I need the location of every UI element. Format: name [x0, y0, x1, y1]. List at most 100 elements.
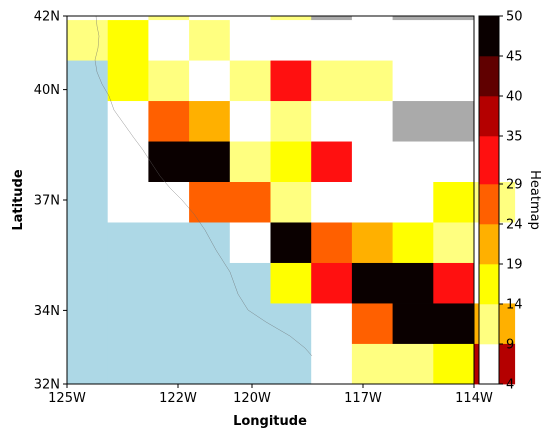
colorbar-segment	[479, 184, 499, 225]
heatmap-cell	[433, 181, 475, 223]
heatmap-cell	[270, 16, 312, 21]
heatmap-cell	[270, 60, 312, 102]
heatmap-cell	[270, 100, 312, 142]
heatmap-cell	[351, 141, 393, 182]
x-tick-label: 120W	[233, 391, 271, 406]
heatmap-cell	[351, 303, 393, 344]
heatmap-cell	[433, 16, 475, 21]
heatmap-cell	[67, 343, 109, 385]
y-axis-ticks: 32N 34N 37N 40N 42N	[34, 10, 67, 393]
heatmap-cell	[229, 262, 271, 304]
heatmap-cell	[351, 19, 393, 61]
colorbar-tick-label: 35	[506, 130, 523, 145]
heatmap-cell	[148, 262, 190, 304]
heatmap-cell	[148, 100, 190, 142]
heatmap-cell	[148, 60, 190, 102]
heatmap-cell	[67, 222, 109, 263]
heatmap-cell	[148, 16, 190, 21]
heatmap-cell	[229, 100, 271, 142]
heatmap-cell	[311, 303, 353, 344]
x-tick-label: 117W	[344, 391, 382, 406]
heatmap-cell	[433, 60, 475, 102]
heatmap-cell	[229, 19, 271, 61]
heatmap-cell	[189, 343, 231, 385]
heatmap-cell	[67, 181, 109, 223]
heatmap-cell	[433, 141, 475, 182]
y-tick-label: 37N	[34, 194, 60, 209]
colorbar-segment	[479, 304, 499, 345]
heatmap-cell	[189, 100, 231, 142]
heatmap-cells	[67, 16, 516, 385]
heatmap-cell	[433, 222, 475, 263]
colorbar-tick-label: 29	[506, 178, 523, 193]
heatmap-cell	[148, 222, 190, 263]
heatmap-cell	[107, 222, 149, 263]
heatmap-cell	[148, 141, 190, 182]
heatmap-cell	[311, 141, 353, 182]
colorbar-tick-label: 9	[506, 338, 514, 353]
heatmap-cell	[270, 303, 312, 344]
heatmap-cell	[148, 181, 190, 223]
heatmap-cell	[311, 262, 353, 304]
colorbar-tick-label: 40	[506, 90, 523, 105]
heatmap-cell	[351, 60, 393, 102]
heatmap-cell	[67, 19, 109, 61]
heatmap-cell	[189, 222, 231, 263]
heatmap-cell	[311, 16, 353, 21]
heatmap-cell	[433, 100, 475, 142]
y-tick-label: 34N	[34, 304, 60, 319]
heatmap-cell	[189, 262, 231, 304]
x-tick-label: 114W	[455, 391, 493, 406]
heatmap-cell	[392, 181, 434, 223]
heatmap-cell	[107, 141, 149, 182]
colorbar-label: Heatmap	[527, 170, 542, 230]
heatmap-cell	[433, 262, 475, 304]
x-tick-label: 125W	[48, 391, 86, 406]
heatmap-cell	[67, 16, 109, 21]
heatmap-cell	[107, 262, 149, 304]
colorbar-tick-label: 19	[506, 258, 523, 273]
heatmap-cell	[270, 343, 312, 385]
heatmap-cell	[229, 16, 271, 21]
heatmap-cell	[107, 303, 149, 344]
heatmap-cell	[311, 19, 353, 61]
heatmap-cell	[351, 343, 393, 385]
heatmap-cell	[433, 303, 475, 344]
heatmap-cell	[189, 19, 231, 61]
heatmap-cell	[392, 100, 434, 142]
heatmap-cell	[229, 60, 271, 102]
colorbar-segment	[479, 264, 499, 305]
heatmap-cell	[107, 100, 149, 142]
heatmap-cell	[270, 141, 312, 182]
heatmap-cell	[433, 19, 475, 61]
y-axis-label: Latitude	[11, 169, 26, 231]
heatmap-cell	[311, 343, 353, 385]
heatmap-cell	[189, 60, 231, 102]
heatmap-cell	[189, 16, 231, 21]
colorbar-segment	[479, 56, 499, 97]
y-tick-label: 42N	[34, 10, 60, 25]
heatmap-cell	[67, 141, 109, 182]
colorbar-segment	[479, 344, 499, 385]
heatmap-cell	[148, 303, 190, 344]
heatmap-cell	[311, 60, 353, 102]
colorbar-tick-label: 14	[506, 298, 523, 313]
x-tick-label: 122W	[159, 391, 197, 406]
heatmap-cell	[392, 141, 434, 182]
heatmap-cell	[392, 16, 434, 21]
heatmap-cell	[392, 222, 434, 263]
colorbar-tick-label: 4	[506, 378, 514, 393]
heatmap-cell	[107, 343, 149, 385]
heatmap-cell	[351, 181, 393, 223]
heatmap-cell	[392, 343, 434, 385]
heatmap-cell	[433, 343, 475, 385]
colorbar-segment	[479, 96, 499, 137]
colorbar-tick-label: 24	[506, 218, 523, 233]
heatmap-cell	[351, 262, 393, 304]
heatmap-cell	[107, 181, 149, 223]
heatmap-cell	[270, 181, 312, 223]
x-axis-ticks: 125W 122W 120W 117W 114W	[48, 384, 493, 406]
heatmap-cell	[229, 303, 271, 344]
heatmap-cell	[229, 343, 271, 385]
